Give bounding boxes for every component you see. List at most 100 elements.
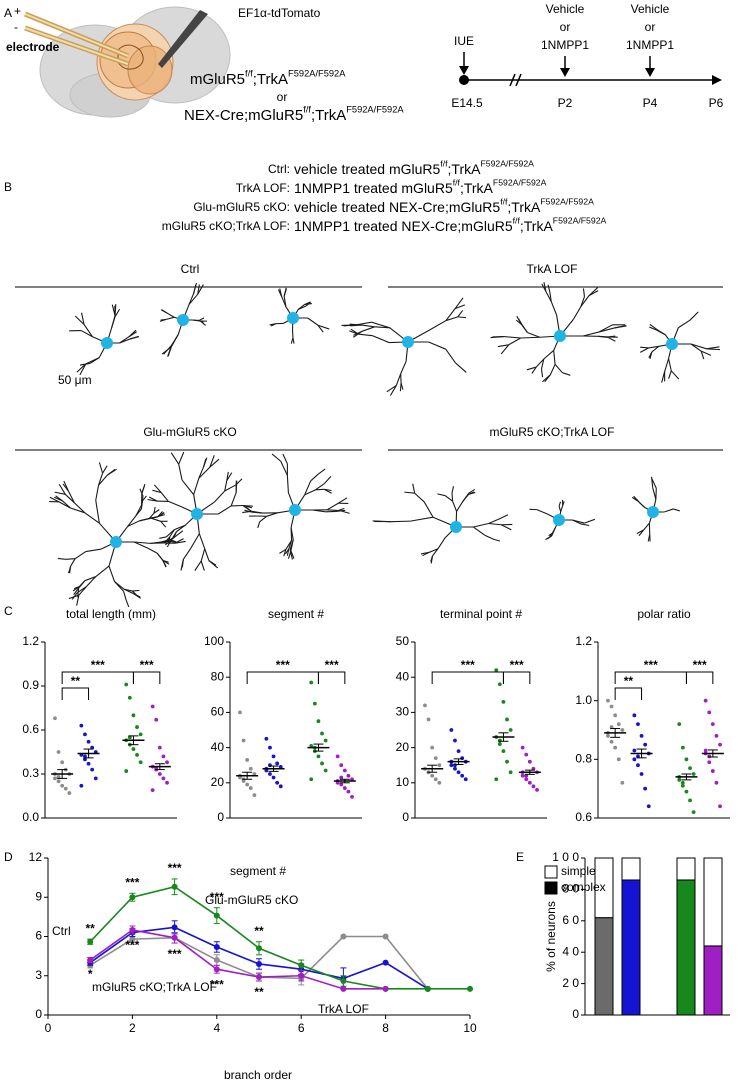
dendrite <box>283 549 287 557</box>
dendrite <box>73 586 80 590</box>
dendrite <box>678 319 691 329</box>
data-point <box>67 791 72 795</box>
bar-segment <box>703 857 723 947</box>
x-axis-label: branch order <box>224 1068 292 1082</box>
dendrite <box>540 369 544 378</box>
text-part: ;TrkA <box>448 161 482 177</box>
dendrite <box>689 311 699 321</box>
soma <box>402 336 414 348</box>
dendrite <box>324 488 332 494</box>
dendrite <box>499 514 509 520</box>
dendrite <box>160 309 168 314</box>
sem-bar <box>57 769 68 779</box>
y-tick-label: 6 0 <box>562 913 579 927</box>
dendrite <box>132 589 140 592</box>
dendrite <box>142 495 147 502</box>
data-point <box>278 784 283 789</box>
dendrite <box>550 301 558 316</box>
dendrite <box>102 465 108 474</box>
dendrite <box>290 539 294 551</box>
data-point <box>505 759 509 764</box>
dendrite <box>178 451 185 465</box>
data-point <box>497 738 502 743</box>
data-point <box>312 701 317 706</box>
dendrite <box>558 501 561 507</box>
data-point <box>501 699 506 704</box>
significance-label: *** <box>168 947 182 961</box>
dendrite <box>580 296 585 307</box>
dendrite <box>651 345 660 353</box>
dendrite <box>414 492 425 503</box>
dendrite <box>429 548 439 553</box>
dendrite <box>554 364 563 374</box>
sem-bar <box>128 735 139 746</box>
text-part: vehicle treated NEX-Cre;mGluR5 <box>294 199 500 215</box>
data-point <box>252 793 257 798</box>
sem-bar <box>610 728 621 738</box>
dendrite <box>173 530 184 539</box>
dendrite <box>454 297 464 309</box>
data-point <box>508 728 513 732</box>
dendrite <box>540 358 545 370</box>
dendrite <box>614 325 627 329</box>
text-part: ;TrkA <box>253 71 288 88</box>
dendrite <box>536 509 548 515</box>
data-point <box>83 757 87 762</box>
soma <box>553 514 565 526</box>
significance-label: *** <box>140 658 154 672</box>
dendrite <box>572 519 585 524</box>
dendrite <box>390 520 411 523</box>
data-point <box>646 804 651 809</box>
data-point <box>278 765 283 769</box>
dendrite <box>71 592 78 600</box>
genotype-or: or <box>277 90 288 104</box>
dendrite <box>572 306 582 320</box>
dendrite <box>648 351 653 359</box>
bar-segment <box>676 857 696 881</box>
y-tick-label: 9 <box>35 889 42 903</box>
y-tick-label: 0.9 <box>22 678 39 692</box>
dendrite <box>200 548 206 562</box>
data-point <box>213 957 220 964</box>
significance-bracket <box>317 671 346 684</box>
dendrite <box>454 304 466 310</box>
y-tick-label: 40 <box>396 669 410 683</box>
dendrite <box>74 551 87 560</box>
dendrite <box>111 304 116 316</box>
dendrite <box>353 330 363 336</box>
dendrite <box>153 509 160 514</box>
genotype: mGluR5f/f;TrkAF592A/F592A <box>190 69 346 88</box>
data-point <box>680 783 685 788</box>
soma <box>287 312 299 324</box>
data-point <box>382 985 389 992</box>
data-point <box>339 775 344 780</box>
dendrite <box>670 370 680 380</box>
dendrite <box>192 319 201 322</box>
data-point <box>150 704 155 709</box>
significance-label: ** <box>86 921 96 935</box>
significance-label: *** <box>125 938 139 952</box>
data-point <box>424 985 431 992</box>
data-point <box>467 985 473 992</box>
sem-bar <box>453 758 464 765</box>
data-point <box>83 754 87 759</box>
y-tick-label: 1.2 <box>22 634 39 648</box>
sem-bar <box>498 732 509 742</box>
data-point <box>298 972 305 979</box>
dendrite <box>181 479 195 495</box>
superscript: F592A/F592A <box>540 197 594 207</box>
x-tick-label: 4 <box>213 1021 220 1035</box>
dendrite <box>224 480 228 492</box>
data-point <box>524 752 529 757</box>
dendrite <box>317 468 326 475</box>
dendrite <box>527 331 540 338</box>
dendrite <box>153 506 156 514</box>
dendrite <box>141 483 146 494</box>
y-tick-label: 0.6 <box>22 722 39 736</box>
series-line <box>89 929 386 990</box>
data-point <box>460 756 465 761</box>
dendrite <box>560 505 564 512</box>
dendrite <box>315 483 325 491</box>
dendrite <box>504 336 521 339</box>
dendrite <box>148 516 158 520</box>
